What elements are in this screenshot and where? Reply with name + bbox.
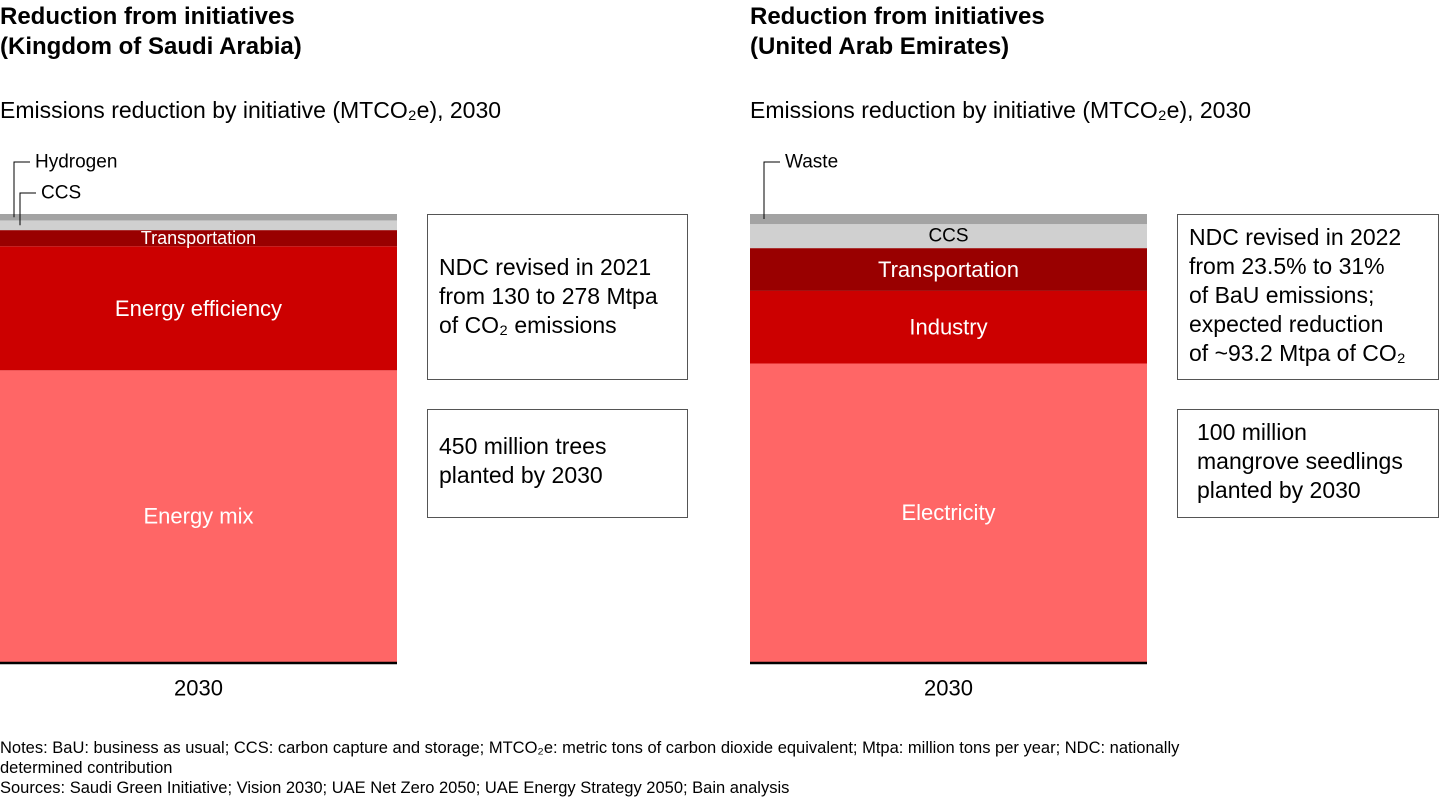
leader-line-hydrogen [13, 161, 30, 218]
chart-title-line: Reduction from initiatives [0, 3, 295, 30]
chart-title-country: (Kingdom of Saudi Arabia) [0, 33, 302, 60]
bar-segment-waste [750, 214, 1147, 225]
chart-title-line: Reduction from initiatives [750, 3, 1045, 30]
bar-segment-electricity [750, 363, 1147, 662]
x-tick-label: 2030 [924, 676, 973, 701]
chart-title-uae: Reduction from initiatives (United Arab … [750, 2, 1440, 62]
segment-label-waste: Waste [785, 152, 838, 173]
chart-subtitle-uae: Emissions reduction by initiative (MTCO₂… [750, 97, 1252, 123]
chart-panel-ksa: Reduction from initiatives (Kingdom of S… [0, 0, 700, 720]
bar-segment-transportation [750, 248, 1147, 291]
chart-subtitle-ksa: Emissions reduction by initiative (MTCO₂… [0, 97, 502, 123]
leader-line-waste [763, 161, 780, 220]
callout-ndc-uae: NDC revised in 2022 from 23.5% to 31% of… [1177, 214, 1439, 380]
callout-line: from 23.5% to 31% [1189, 253, 1385, 279]
x-tick-label: 2030 [174, 676, 223, 701]
segment-label-ccs: CCS [41, 183, 81, 204]
callout-line: expected reduction [1189, 311, 1384, 337]
callout-line: planted by 2030 [439, 462, 603, 488]
callout-line: of CO₂ emissions [439, 312, 617, 338]
bar-segment-industry [750, 290, 1147, 364]
segment-label-transportation: Transportation [141, 228, 256, 248]
notes-line: determined contribution [0, 759, 173, 777]
bar-segment-hydrogen [0, 214, 397, 221]
callout-line: NDC revised in 2021 [439, 254, 652, 280]
chart-title-country: (United Arab Emirates) [750, 33, 1010, 60]
segment-label-ccs: CCS [928, 226, 968, 247]
segment-label-hydrogen: Hydrogen [35, 152, 117, 173]
segment-label-industry: Industry [909, 315, 987, 340]
bar-segment-energy-mix [0, 370, 397, 662]
segment-label-energy-efficiency: Energy efficiency [115, 296, 282, 321]
callout-line: of BaU emissions; [1189, 282, 1375, 308]
callout-line: of ~93.2 Mtpa of CO₂ [1189, 340, 1406, 366]
stacked-bar-chart-ksa: Energy mix Energy efficiency Transportatio… [0, 152, 397, 701]
bar-segment-ccs [0, 220, 397, 231]
callout-line: NDC revised in 2022 [1189, 224, 1402, 250]
callout-trees-ksa: 450 million trees planted by 2030 [427, 409, 688, 518]
callout-line: 450 million trees [439, 433, 607, 459]
callout-line: 100 million [1197, 419, 1307, 445]
callout-line: from 130 to 278 Mtpa [439, 283, 658, 309]
bar-segment-energy-efficiency [0, 246, 397, 371]
stacked-bar-chart-uae: Electricity Industry Transportation CCS Wast… [750, 152, 1147, 701]
leader-line-ccs [19, 192, 36, 226]
segment-label-energy-mix: Energy mix [143, 504, 253, 529]
segment-label-electricity: Electricity [901, 500, 995, 525]
callout-line: planted by 2030 [1197, 477, 1361, 503]
chart-panel-uae: Reduction from initiatives (United Arab … [750, 0, 1440, 720]
notes-line: Notes: BaU: business as usual; CCS: carb… [0, 739, 1180, 757]
sources-line: Sources: Saudi Green Initiative; Vision … [0, 779, 790, 797]
bar-segment-ccs [750, 224, 1147, 249]
bar-segment-transportation [0, 230, 397, 247]
callout-mangroves-uae: 100 million mangrove seedlings planted b… [1177, 409, 1439, 518]
notes-sources: Notes: BaU: business as usual; CCS: carb… [0, 738, 1440, 798]
segment-label-transportation: Transportation [878, 257, 1019, 282]
chart-title-ksa: Reduction from initiatives (Kingdom of S… [0, 2, 690, 62]
callout-ndc-ksa: NDC revised in 2021 from 130 to 278 Mtpa… [427, 214, 688, 380]
callout-line: mangrove seedlings [1197, 448, 1403, 474]
